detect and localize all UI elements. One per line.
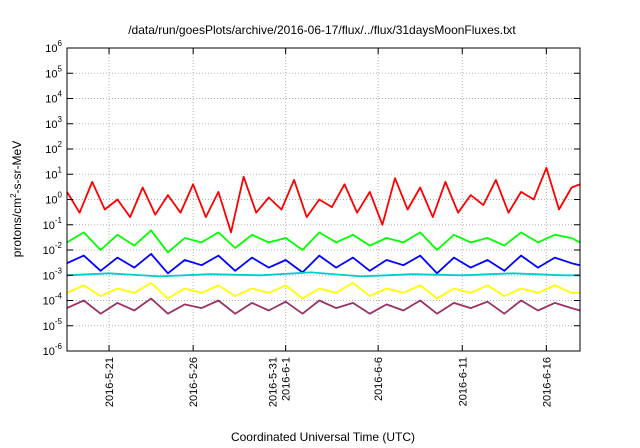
y-tick-exponent: 1 bbox=[58, 165, 63, 174]
y-tick-base: 10 bbox=[45, 169, 57, 181]
y-tick-base: 10 bbox=[45, 43, 57, 55]
y-tick-exponent: 4 bbox=[58, 90, 63, 99]
y-tick-exponent: 0 bbox=[58, 191, 63, 200]
y-tick-label: 101 bbox=[45, 165, 62, 181]
y-axis-label: protons/cm2-s-sr-MeV bbox=[9, 141, 24, 257]
y-tick-base: 10 bbox=[45, 119, 57, 131]
y-tick-exponent: -2 bbox=[55, 241, 63, 250]
y-tick-base: 10 bbox=[45, 195, 57, 207]
x-tick-label: 2016-5-31 bbox=[268, 357, 280, 407]
x-axis: 2016-5-21 2016-5-26 2016-5-31 2016-6-1 2016-… bbox=[104, 48, 553, 407]
x-tick-label: 2016-6-6 bbox=[373, 357, 385, 401]
y-tick-label: 106 bbox=[45, 39, 62, 55]
grid bbox=[67, 48, 580, 351]
y-tick-label: 10-1 bbox=[43, 216, 63, 232]
y-tick-base: 10 bbox=[43, 270, 55, 282]
x-tick-label: 2016-5-26 bbox=[188, 357, 200, 407]
chart-title: /data/run/goesPlots/archive/2016-06-17/f… bbox=[128, 23, 516, 37]
y-tick-exponent: -5 bbox=[55, 317, 63, 326]
series-line-3 bbox=[66, 252, 581, 275]
series-line-5 bbox=[66, 281, 580, 300]
y-tick-label: 104 bbox=[45, 90, 62, 106]
y-axis: 10-610-510-410-310-210-11001011021031041… bbox=[43, 39, 580, 358]
y-tick-exponent: 2 bbox=[58, 140, 63, 149]
y-tick-label: 10-4 bbox=[43, 292, 63, 308]
series-line-4 bbox=[66, 271, 580, 278]
series-line-6 bbox=[66, 297, 581, 315]
y-axis-label-sup: 2 bbox=[9, 193, 18, 198]
y-tick-exponent: 5 bbox=[58, 64, 63, 73]
y-tick-exponent: -1 bbox=[55, 216, 63, 225]
y-tick-base: 10 bbox=[43, 321, 55, 333]
y-tick-base: 10 bbox=[43, 346, 55, 358]
x-tick-label: 2016-6-11 bbox=[457, 357, 469, 406]
y-tick-label: 10-5 bbox=[43, 317, 63, 333]
series-line-1 bbox=[66, 166, 581, 234]
y-tick-label: 10-3 bbox=[43, 266, 63, 282]
y-tick-exponent: -4 bbox=[55, 292, 63, 301]
y-tick-base: 10 bbox=[43, 220, 55, 232]
y-tick-label: 10-6 bbox=[43, 342, 63, 358]
y-tick-exponent: -6 bbox=[55, 342, 63, 351]
x-tick-label: 2016-6-16 bbox=[541, 357, 553, 407]
y-tick-exponent: -3 bbox=[55, 266, 63, 275]
y-tick-exponent: 6 bbox=[58, 39, 63, 48]
y-axis-label-rest: -s-sr-MeV bbox=[10, 141, 24, 194]
y-tick-label: 102 bbox=[45, 140, 62, 156]
y-tick-label: 105 bbox=[45, 64, 62, 80]
y-tick-base: 10 bbox=[45, 144, 57, 156]
y-tick-label: 100 bbox=[45, 191, 62, 207]
y-axis-label-base: protons/cm bbox=[10, 198, 24, 257]
y-tick-exponent: 3 bbox=[58, 115, 63, 124]
series-layer bbox=[66, 166, 581, 315]
x-axis-label: Coordinated Universal Time (UTC) bbox=[231, 430, 415, 444]
y-tick-base: 10 bbox=[45, 94, 57, 106]
y-tick-label: 103 bbox=[45, 115, 62, 131]
y-tick-label: 10-2 bbox=[43, 241, 63, 257]
x-tick-label: 2016-5-21 bbox=[104, 357, 116, 407]
y-tick-base: 10 bbox=[43, 296, 55, 308]
x-tick-label: 2016-6-1 bbox=[281, 357, 293, 401]
y-tick-base: 10 bbox=[43, 245, 55, 257]
y-tick-base: 10 bbox=[45, 68, 57, 80]
series-line-2 bbox=[66, 229, 581, 254]
